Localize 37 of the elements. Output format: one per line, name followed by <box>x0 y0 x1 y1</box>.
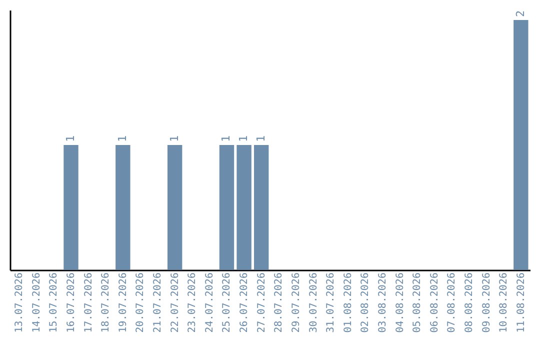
x-tick-label: 28.07.2026 <box>274 272 285 333</box>
data-label: 1 <box>168 135 181 142</box>
x-tick-label: 02.08.2026 <box>360 272 372 333</box>
x-tick-label: 20.07.2026 <box>135 272 146 333</box>
x-tick-label: 07.08.2026 <box>446 272 458 333</box>
x-tick-label: 27.07.2026 <box>256 272 268 333</box>
x-tick-label: 24.07.2026 <box>204 272 216 333</box>
x-tick-label: 21.07.2026 <box>152 272 164 333</box>
x-tick-label: 03.08.2026 <box>377 272 388 333</box>
x-tick-label: 11.08.2026 <box>516 272 527 333</box>
x-tick-label: 10.08.2026 <box>498 272 510 333</box>
x-tick-label: 29.07.2026 <box>290 272 302 333</box>
x-tick-label: 23.07.2026 <box>187 272 198 333</box>
x-tick-label: 19.07.2026 <box>118 272 129 333</box>
data-label: 1 <box>237 135 250 142</box>
x-tick-label: 08.08.2026 <box>464 272 475 333</box>
data-label: 1 <box>220 135 233 142</box>
data-label: 1 <box>254 135 268 142</box>
x-tick-label: 06.08.2026 <box>429 272 440 333</box>
data-label: 1 <box>116 135 129 142</box>
x-tick-label: 15.07.2026 <box>48 272 60 333</box>
x-tick-label: 22.07.2026 <box>170 272 181 333</box>
x-tick-label: 31.07.2026 <box>326 272 337 333</box>
x-tick-label: 17.07.2026 <box>83 272 94 333</box>
x-tick-label: 01.08.2026 <box>342 272 354 333</box>
x-tick-label: 05.08.2026 <box>412 272 424 333</box>
x-tick-label: 26.07.2026 <box>239 272 250 333</box>
x-tick-label: 25.07.2026 <box>222 272 233 333</box>
x-tick-label: 16.07.2026 <box>66 272 77 333</box>
x-tick-label: 30.07.2026 <box>308 272 320 333</box>
x-tick-label: 18.07.2026 <box>100 272 112 333</box>
data-label: 1 <box>64 135 77 142</box>
x-tick-label: 13.07.2026 <box>14 272 26 333</box>
x-tick-label: 09.08.2026 <box>481 272 492 333</box>
data-label: 2 <box>514 10 527 17</box>
x-tick-label: 04.08.2026 <box>394 272 406 333</box>
x-tick-label: 14.07.2026 <box>31 272 42 333</box>
